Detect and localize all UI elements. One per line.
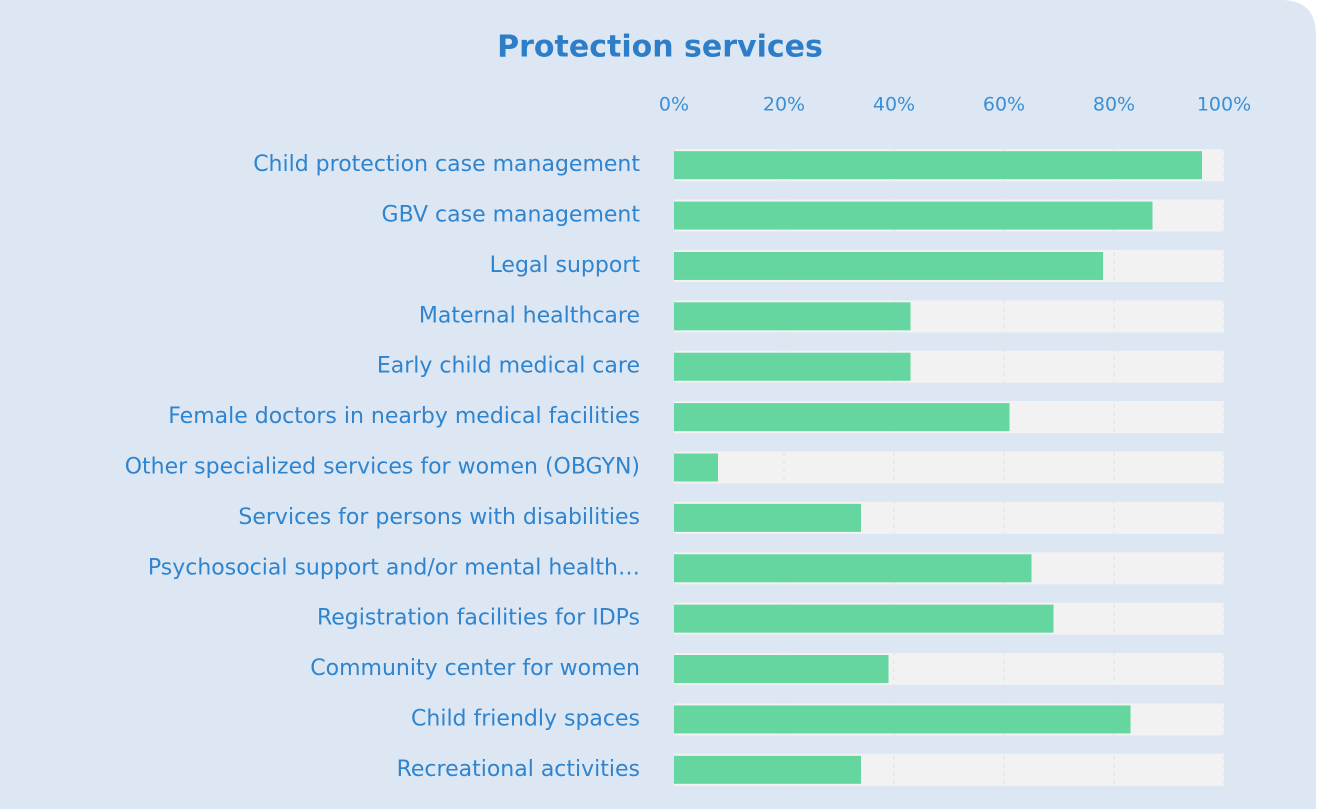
bar bbox=[674, 201, 1153, 230]
bar bbox=[674, 655, 889, 684]
y-tick-label: GBV case management bbox=[382, 203, 641, 228]
y-tick-label: Child protection case management bbox=[253, 152, 640, 177]
y-tick-label: Psychosocial support and/or mental healt… bbox=[148, 555, 640, 580]
y-tick-label: Other specialized services for women (OB… bbox=[125, 455, 640, 480]
y-tick-label: Legal support bbox=[490, 253, 641, 278]
bar bbox=[674, 755, 861, 784]
x-tick-label: 0% bbox=[659, 94, 689, 116]
bar bbox=[674, 604, 1054, 633]
bar bbox=[674, 302, 911, 331]
y-tick-label: Early child medical care bbox=[377, 354, 640, 379]
x-tick-label: 40% bbox=[873, 94, 915, 116]
y-tick-label: Child friendly spaces bbox=[411, 706, 640, 731]
y-tick-label: Recreational activities bbox=[397, 757, 640, 782]
y-tick-label: Maternal healthcare bbox=[419, 303, 640, 328]
bar bbox=[674, 251, 1103, 280]
bar bbox=[674, 554, 1032, 583]
bar bbox=[674, 352, 911, 381]
x-tick-label: 60% bbox=[983, 94, 1025, 116]
x-tick-label: 100% bbox=[1197, 94, 1251, 116]
x-tick-label: 80% bbox=[1093, 94, 1135, 116]
x-tick-label: 20% bbox=[763, 94, 805, 116]
y-tick-label: Community center for women bbox=[310, 656, 640, 681]
bar bbox=[674, 705, 1131, 734]
bar-background bbox=[674, 451, 1224, 484]
y-tick-label: Services for persons with disabilities bbox=[238, 505, 640, 530]
bar bbox=[674, 151, 1202, 180]
bar bbox=[674, 403, 1010, 432]
y-tick-label: Registration facilities for IDPs bbox=[317, 606, 640, 631]
chart-title: Protection services bbox=[497, 30, 823, 65]
bar bbox=[674, 503, 861, 532]
y-tick-label: Female doctors in nearby medical facilit… bbox=[168, 404, 640, 429]
bar bbox=[674, 453, 718, 482]
